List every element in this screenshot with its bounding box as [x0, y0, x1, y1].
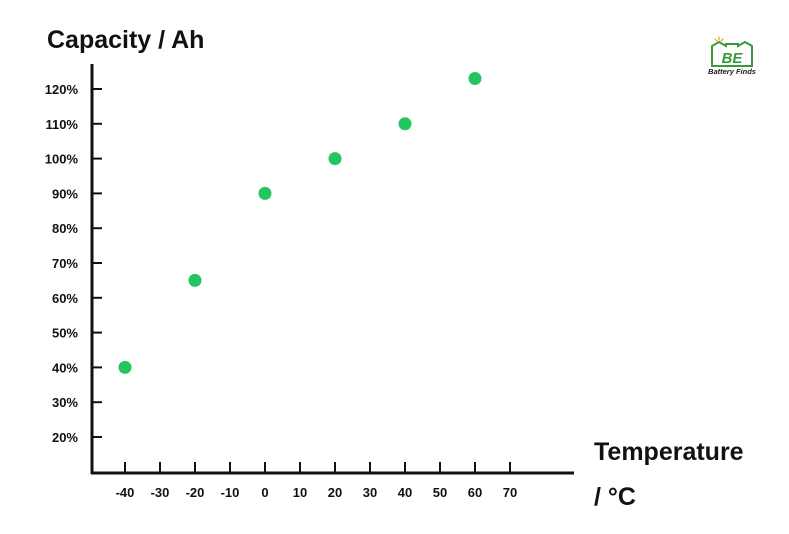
x-tick-label: -20 [186, 485, 205, 500]
x-tick-label: 60 [468, 485, 482, 500]
y-tick-label: 80% [52, 221, 78, 236]
x-tick-label: 70 [503, 485, 517, 500]
x-tick-label: 0 [261, 485, 268, 500]
x-tick-label: 10 [293, 485, 307, 500]
y-tick-label: 100% [45, 152, 79, 167]
battery-finds-logo: BE Battery Finds [694, 34, 770, 80]
y-tick-label: 60% [52, 291, 78, 306]
data-point [468, 72, 482, 86]
y-ticks: 20% 30% 40% 50% 60% 70% 80% 90% 100% 110% 120% [45, 82, 102, 445]
x-tick-label: 30 [363, 485, 377, 500]
y-tick-label: 20% [52, 430, 78, 445]
data-point [328, 152, 342, 166]
y-tick-label: 50% [52, 326, 78, 341]
y-tick-label: 70% [52, 256, 78, 271]
data-point [188, 273, 202, 287]
logo-brand-text: Battery Finds [708, 67, 756, 76]
x-ticks: -40 -30 -20 -10 0 10 20 30 40 50 60 70 [116, 462, 517, 500]
x-tick-label: 50 [433, 485, 447, 500]
x-axis-title-line-1: Temperature [594, 438, 744, 466]
y-axis-title: Capacity / Ah [47, 26, 205, 54]
x-tick-label: -30 [151, 485, 170, 500]
x-tick-label: 20 [328, 485, 342, 500]
x-tick-label: -40 [116, 485, 135, 500]
x-axis-title-line-2: / °C [594, 483, 636, 511]
battery-logo-icon: BE [711, 36, 753, 67]
data-point [398, 117, 412, 131]
logo-letters: BE [722, 50, 744, 67]
x-tick-label: 40 [398, 485, 412, 500]
data-point [118, 360, 132, 374]
y-tick-label: 30% [52, 395, 78, 410]
x-tick-label: -10 [221, 485, 240, 500]
y-tick-label: 40% [52, 360, 78, 375]
data-points [118, 72, 482, 374]
y-tick-label: 90% [52, 186, 78, 201]
data-point [258, 186, 272, 200]
y-tick-label: 120% [45, 82, 79, 97]
y-tick-label: 110% [45, 117, 78, 132]
